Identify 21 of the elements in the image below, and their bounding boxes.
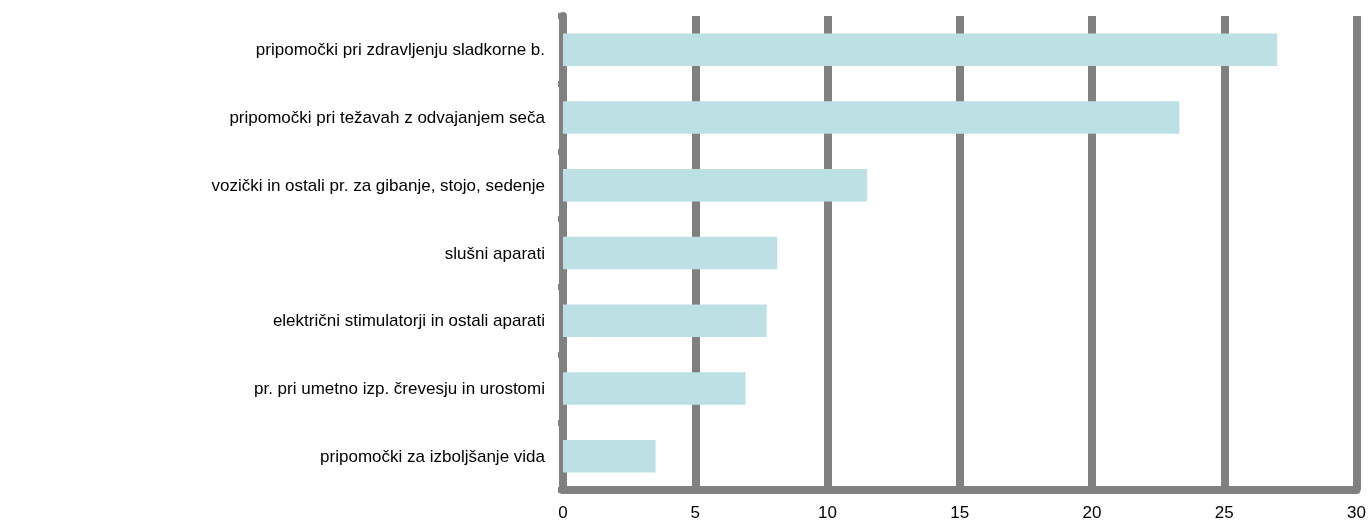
- y-tick-label: slušni aparati: [444, 243, 545, 263]
- bar: [563, 169, 868, 202]
- bar: [563, 439, 656, 473]
- x-tick-label: 5: [690, 503, 700, 522]
- y-tick-label: pr. pri umetno izp. črevesju in urostomi: [253, 378, 545, 398]
- y-tick-label: vozički in ostali pr. za gibanje, stojo, sedenje: [211, 175, 545, 195]
- x-tick-label: 25: [1214, 503, 1234, 522]
- bar: [563, 101, 1180, 134]
- x-tick-label: 20: [1082, 503, 1102, 522]
- y-tick-label: pripomočki pri zdravljenju sladkorne b.: [255, 40, 545, 60]
- bar: [563, 304, 767, 337]
- x-tick-label: 15: [950, 503, 970, 522]
- bar: [563, 33, 1278, 67]
- y-tick-label: pripomočki za izboljšanje vida: [320, 446, 546, 466]
- x-tick-label: 10: [818, 503, 837, 522]
- x-tick-label: 0: [558, 503, 568, 522]
- y-tick-label: električni stimulatorji in ostali aparati: [272, 311, 545, 331]
- x-tick-label: 30: [1347, 503, 1367, 522]
- y-tick-label: pripomočki pri težavah z odvajanjem seča: [229, 108, 546, 128]
- bar: [563, 236, 778, 270]
- bar: [563, 372, 746, 405]
